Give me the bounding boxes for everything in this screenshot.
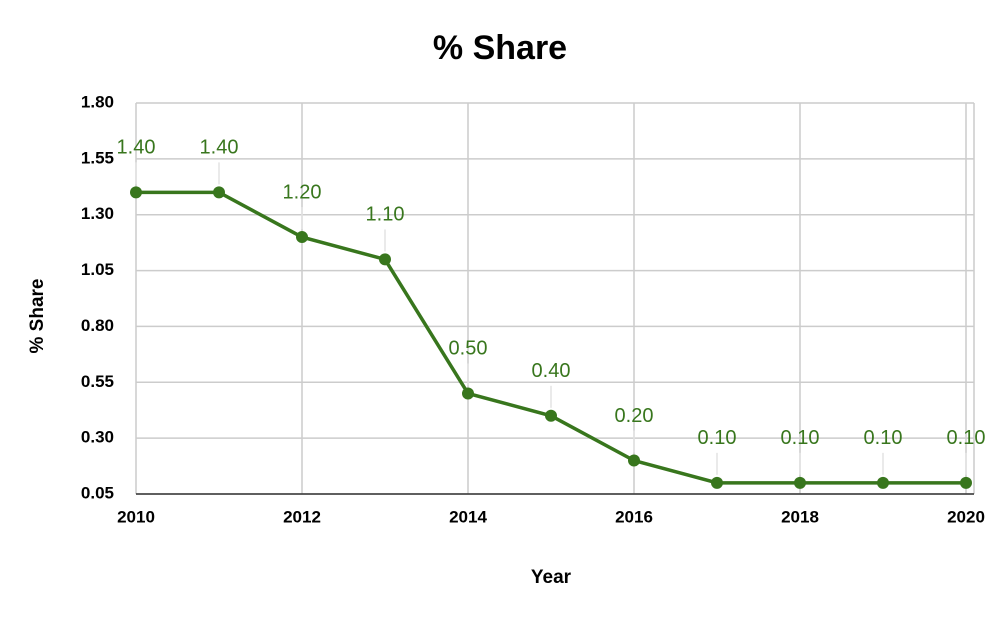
value-label: 0.40	[532, 360, 571, 382]
y-tick-label: 1.55	[81, 148, 114, 167]
x-axis-label: Year	[531, 567, 572, 588]
y-tick-label: 0.80	[81, 316, 114, 335]
chart-title: % Share	[433, 29, 567, 67]
data-point	[379, 253, 391, 266]
data-point	[711, 476, 723, 489]
y-tick-label: 1.05	[81, 260, 114, 279]
y-tick-label: 1.30	[81, 204, 114, 223]
value-label: 1.20	[283, 181, 322, 203]
y-tick-label: 1.80	[81, 92, 114, 111]
data-point	[296, 231, 308, 244]
value-label: 0.10	[698, 427, 737, 449]
y-tick-label: 0.05	[81, 483, 114, 502]
x-tick-label: 2020	[947, 507, 985, 526]
y-tick-label: 0.30	[81, 428, 114, 447]
value-label: 1.40	[200, 137, 239, 159]
value-label: 0.10	[781, 427, 820, 449]
value-label: 0.20	[615, 405, 654, 427]
x-tick-label: 2014	[449, 507, 487, 526]
value-label: 1.40	[117, 137, 156, 159]
data-point	[130, 186, 142, 199]
x-tick-label: 2010	[117, 507, 155, 526]
y-axis-label: % Share	[27, 279, 48, 354]
data-point	[794, 476, 806, 489]
value-label: 0.10	[947, 427, 986, 449]
value-label: 0.10	[864, 427, 903, 449]
x-tick-label: 2018	[781, 507, 819, 526]
data-point	[545, 409, 557, 422]
y-tick-label: 0.55	[81, 372, 114, 391]
data-point	[462, 387, 474, 400]
data-point	[960, 476, 972, 489]
value-label: 0.50	[449, 338, 488, 360]
data-point	[877, 476, 889, 489]
data-point	[628, 454, 640, 467]
x-tick-label: 2016	[615, 507, 653, 526]
data-point	[213, 186, 225, 199]
value-label: 1.10	[366, 204, 405, 226]
x-tick-label: 2012	[283, 507, 321, 526]
